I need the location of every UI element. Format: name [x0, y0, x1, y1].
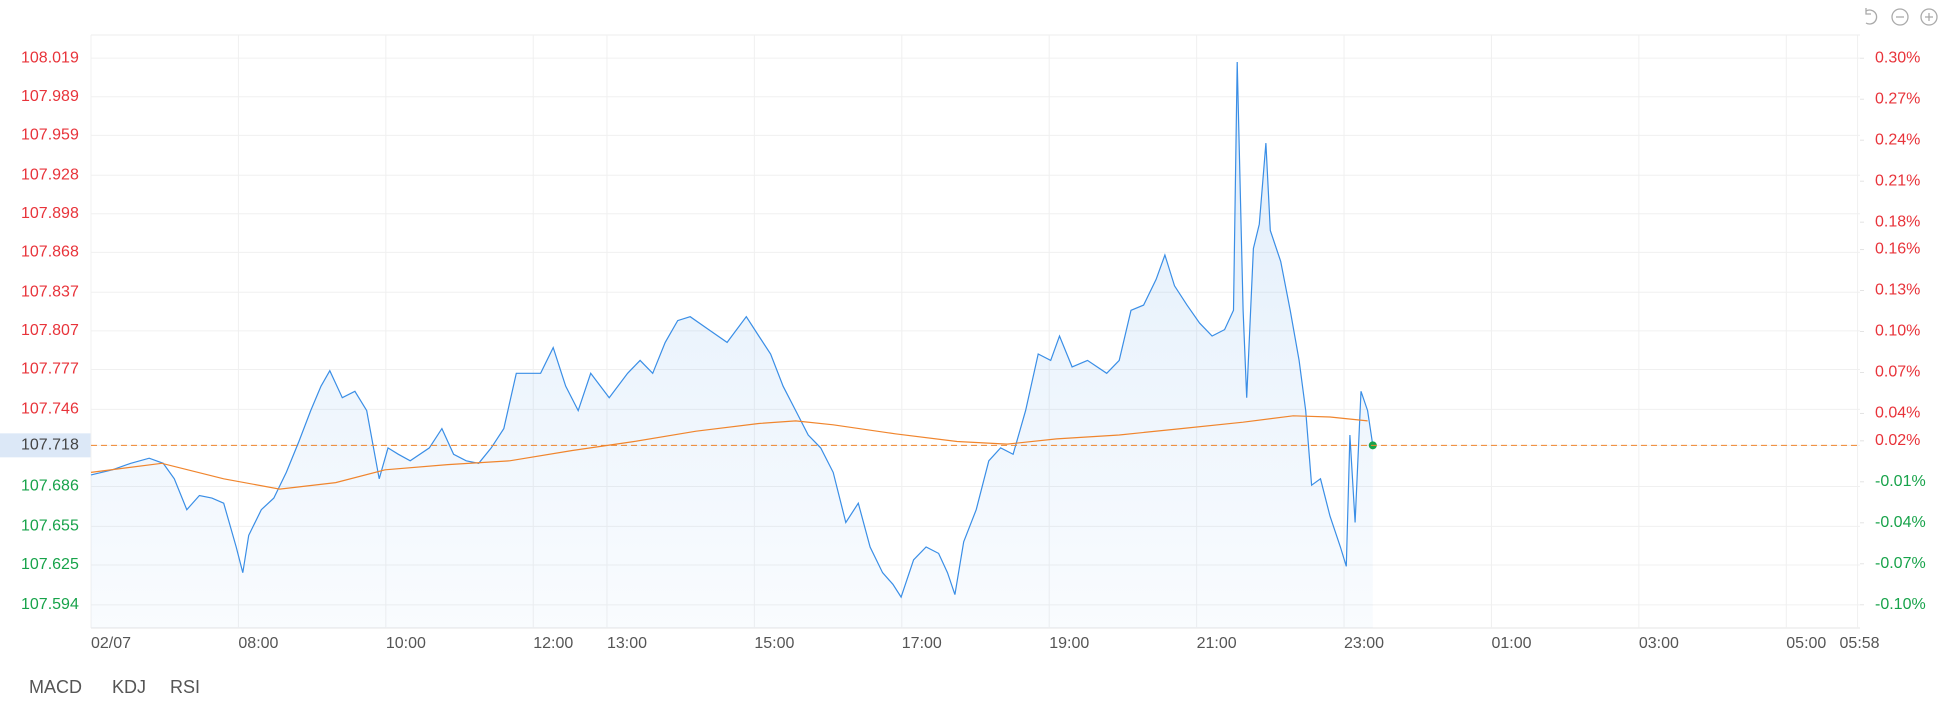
zoom-in-button[interactable] [1920, 8, 1938, 26]
y-tick-label: 107.718 [21, 437, 79, 454]
y-tick-label: 107.837 [21, 283, 79, 300]
y-tick-label: 107.777 [21, 361, 79, 378]
y-tick-highlight [0, 433, 91, 458]
y-tick-label: 107.898 [21, 205, 79, 222]
y2-tick-label: 0.10% [1875, 323, 1920, 340]
y2-tick-label: 0.24% [1875, 131, 1920, 148]
plot: 108.019 107.989 107.959 107.928 107.898 107.8… [0, 34, 1926, 652]
y2-tick-label: 0.13% [1875, 282, 1920, 299]
x-tick-label: 23:00 [1344, 635, 1384, 652]
y-tick-label: 107.807 [21, 322, 79, 339]
y2-tick-label: -0.07% [1875, 555, 1926, 572]
y-tick-label: 107.746 [21, 401, 79, 418]
y2-tick-label: 0.21% [1875, 172, 1920, 189]
x-tick-label: 21:00 [1197, 635, 1237, 652]
y2-tick-label: 0.16% [1875, 241, 1920, 258]
reset-button[interactable] [1865, 8, 1878, 25]
tab-macd[interactable]: MACD [29, 677, 82, 697]
y-tick-label: 107.928 [21, 166, 79, 183]
tab-rsi[interactable]: RSI [170, 677, 200, 697]
y2-tick-label: -0.10% [1875, 596, 1926, 613]
y-tick-label: 108.019 [21, 49, 79, 66]
x-tick-label: 13:00 [607, 635, 647, 652]
line [90, 415, 1368, 490]
y2-tick-label: 0.27% [1875, 90, 1920, 107]
y2-tick-label: -0.04% [1875, 514, 1926, 531]
y2-tick-label: 0.30% [1875, 49, 1920, 66]
x-tick-label: 03:00 [1639, 635, 1679, 652]
y-tick-label: 107.959 [21, 127, 79, 144]
y2-tick-label: 0.04% [1875, 405, 1920, 422]
x-tick-label: 01:00 [1491, 635, 1531, 652]
x-tick-label: 12:00 [533, 635, 573, 652]
x-tick-label: 05:58 [1840, 635, 1880, 652]
area-fill [91, 62, 1373, 628]
y2-tick-label: 0.02% [1875, 432, 1920, 449]
x-tick-label: 19:00 [1049, 635, 1089, 652]
x-tick-label: 10:00 [386, 635, 426, 652]
y-tick-label: 107.989 [21, 88, 79, 105]
x-tick-label: 15:00 [754, 635, 794, 652]
y-tick-label: 107.686 [21, 478, 79, 495]
y-tick-label: 107.594 [21, 596, 79, 613]
y2-tick-label: 0.07% [1875, 364, 1920, 381]
x-tick-label: 08:00 [238, 635, 278, 652]
tab-kdj[interactable]: KDJ [112, 677, 146, 697]
y-tick-label: 107.868 [21, 244, 79, 261]
x-tick-label: 02/07 [91, 635, 131, 652]
y2-tick-label: 0.18% [1875, 213, 1920, 230]
x-tick-label: 05:00 [1786, 635, 1826, 652]
y-tick-label: 107.655 [21, 518, 79, 535]
line [90, 61, 1374, 599]
y2-tick-label: -0.01% [1875, 473, 1926, 490]
y-tick-label: 107.625 [21, 556, 79, 573]
x-tick-label: 17:00 [902, 635, 942, 652]
zoom-out-button[interactable] [1891, 8, 1909, 26]
